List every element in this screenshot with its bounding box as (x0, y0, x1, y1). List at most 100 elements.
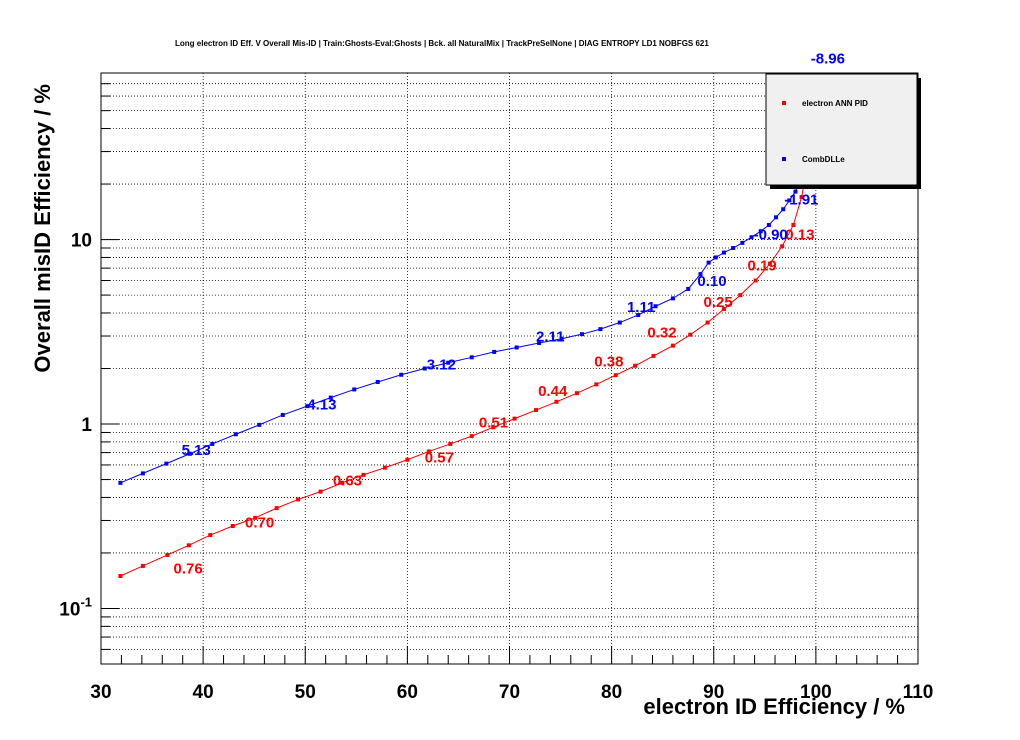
data-point (651, 353, 656, 358)
legend-label: electron ANN PID (802, 99, 868, 108)
data-point (740, 240, 745, 245)
data-point (534, 408, 539, 413)
data-point (257, 422, 262, 427)
legend-label: CombDLLe (802, 155, 845, 164)
data-point (738, 293, 743, 298)
legend-box (765, 73, 918, 186)
y-tick-label: 10-1 (59, 594, 92, 620)
grid (101, 72, 918, 665)
data-point (767, 261, 772, 266)
data-point (210, 441, 215, 446)
data-point (617, 320, 622, 325)
data-point (766, 222, 771, 227)
point-label: 4.13 (307, 396, 336, 413)
point-label: 0.38 (594, 354, 623, 371)
data-point (559, 336, 564, 341)
data-point (328, 395, 333, 400)
point-label: 0.10 (697, 273, 726, 290)
data-point (787, 198, 792, 203)
data-point (382, 465, 387, 470)
x-tick-label: 30 (90, 682, 111, 703)
data-point (208, 533, 213, 538)
series-layer (118, 117, 810, 578)
data-point (352, 387, 357, 392)
data-point (361, 472, 366, 477)
data-point (296, 497, 301, 502)
point-label: 0.25 (704, 294, 733, 311)
data-point (274, 506, 279, 511)
data-point (280, 412, 285, 417)
data-point (688, 332, 693, 337)
data-point (781, 207, 786, 212)
data-point (705, 320, 710, 325)
series-electron-ann-pid (118, 164, 810, 578)
legend: electron ANN PID CombDLLe (765, 73, 921, 189)
point-label: 0.13 (785, 227, 814, 244)
point-label: 1.11 (627, 299, 655, 316)
data-point (186, 543, 191, 548)
data-point (118, 480, 123, 485)
point-label: 0.70 (245, 514, 274, 531)
data-point (422, 366, 427, 371)
series-combdlle (118, 117, 808, 485)
data-point (774, 215, 779, 220)
x-axis-title: electron ID Efficiency / % (643, 694, 905, 719)
data-point (670, 296, 675, 301)
data-point (580, 332, 585, 337)
data-point (233, 432, 238, 437)
data-point (140, 471, 145, 476)
data-point (554, 399, 559, 404)
data-point (799, 195, 804, 200)
data-point (698, 272, 703, 277)
data-point (512, 416, 517, 421)
data-point (713, 255, 718, 260)
y-axis-title: Overall misID Efficiency / % (30, 84, 55, 373)
point-label: 0.63 (333, 472, 362, 489)
point-labels: 0.76 0.70 0.63 0.57 0.51 0.44 0.38 0.32 0.25 0.19… (174, 51, 845, 578)
x-tick-label: 50 (295, 682, 316, 703)
chart-title: Long electron ID Eff. V Overall Mis-ID |… (175, 39, 709, 48)
data-point (514, 345, 519, 350)
data-point (253, 515, 258, 520)
data-point (758, 229, 763, 234)
x-tick-label: 110 (903, 682, 934, 703)
data-point (636, 313, 641, 318)
legend-marker (782, 157, 786, 161)
data-point (492, 349, 497, 354)
data-point (375, 379, 380, 384)
data-point (469, 434, 474, 439)
point-label: -0.90 (754, 227, 788, 244)
x-tick-label: 40 (193, 682, 214, 703)
y-tick-labels: 10 1 10-1 (59, 231, 92, 621)
data-point (318, 489, 323, 494)
y-tick-label: 1 (81, 415, 92, 436)
point-label: 0.57 (425, 449, 454, 466)
x-tick-label: 90 (703, 682, 724, 703)
point-label: 0.32 (647, 324, 676, 341)
data-point (448, 441, 453, 446)
data-point (753, 278, 758, 283)
data-point (749, 235, 754, 240)
data-point (118, 573, 123, 578)
data-point (613, 373, 618, 378)
data-point (633, 363, 638, 368)
data-point (594, 382, 599, 387)
y-tick-label: 10 (71, 231, 92, 252)
data-point (305, 404, 310, 409)
data-point (653, 304, 658, 309)
data-point (686, 286, 691, 291)
data-point (537, 340, 542, 345)
data-point (491, 425, 496, 430)
data-point (731, 246, 736, 251)
point-label: -8.96 (811, 51, 845, 68)
x-tick-label: 100 (800, 682, 832, 703)
data-point (187, 451, 192, 456)
data-point (469, 355, 474, 360)
data-point (721, 250, 726, 255)
data-point (670, 343, 675, 348)
data-point (340, 480, 345, 485)
data-point (405, 457, 410, 462)
point-label: 0.19 (747, 257, 776, 274)
data-point (164, 461, 169, 466)
point-label: 0.76 (174, 560, 203, 577)
